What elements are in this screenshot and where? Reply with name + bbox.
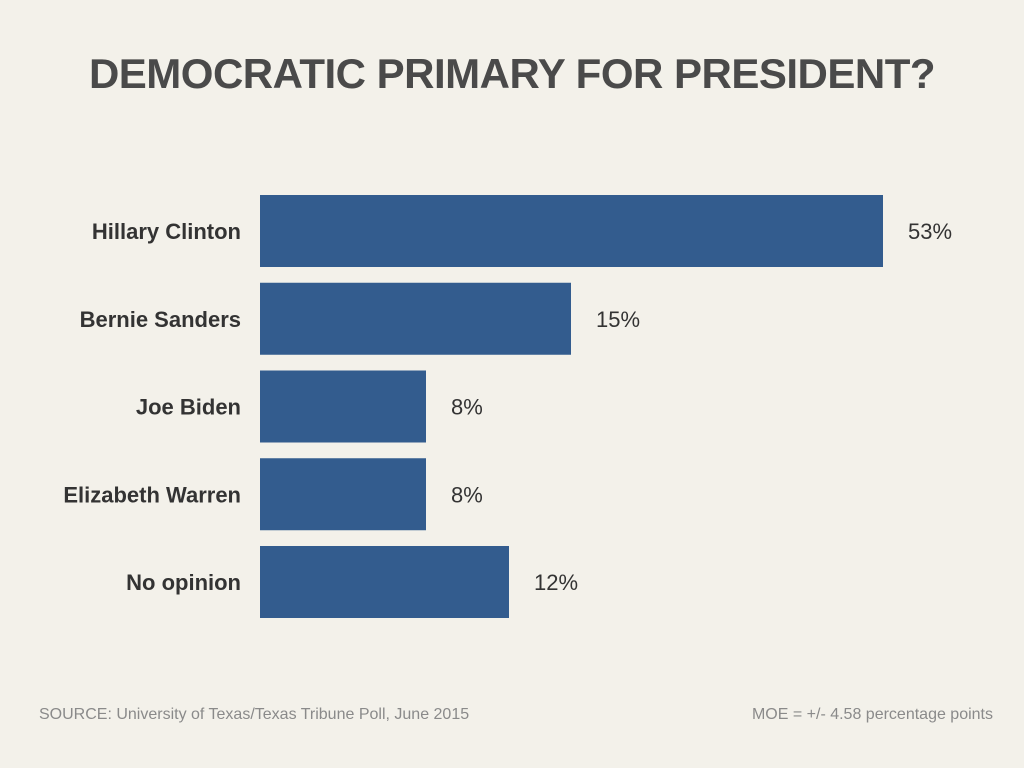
category-label: Bernie Sanders	[80, 307, 241, 332]
margin-of-error-note: MOE = +/- 4.58 percentage points	[751, 706, 993, 723]
category-label: No opinion	[126, 570, 241, 595]
bar-hillary-clinton	[260, 195, 883, 267]
value-label: 8%	[451, 482, 483, 507]
bar-no-opinion	[260, 546, 509, 618]
category-label: Joe Biden	[136, 395, 241, 420]
bar-joe-biden	[260, 370, 426, 443]
value-label: 8%	[451, 395, 483, 420]
value-label: 12%	[534, 570, 578, 595]
value-label: 53%	[908, 219, 952, 244]
source-note: SOURCE: University of Texas/Texas Tribun…	[39, 706, 470, 723]
chart-title: DEMOCRATIC PRIMARY FOR PRESIDENT?	[88, 50, 936, 97]
value-label: 15%	[596, 307, 640, 332]
bar-bernie-sanders	[260, 282, 571, 355]
category-label: Elizabeth Warren	[63, 482, 241, 507]
category-label: Hillary Clinton	[92, 219, 241, 244]
bar-elizabeth-warren	[260, 458, 426, 531]
